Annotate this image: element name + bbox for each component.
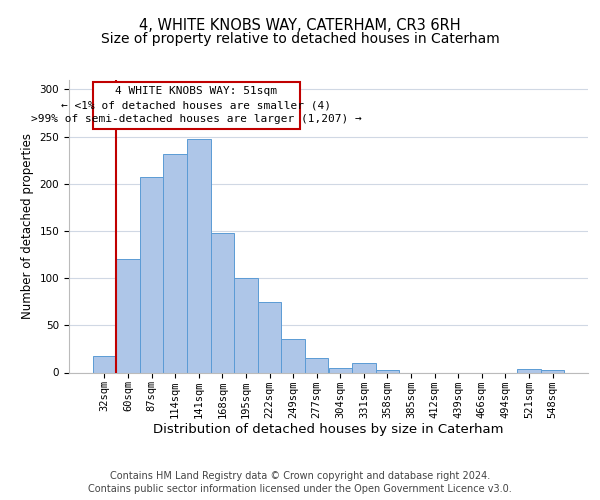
Bar bbox=[258, 302, 281, 372]
X-axis label: Distribution of detached houses by size in Caterham: Distribution of detached houses by size … bbox=[153, 423, 504, 436]
Text: Size of property relative to detached houses in Caterham: Size of property relative to detached ho… bbox=[101, 32, 499, 46]
Bar bbox=[187, 138, 211, 372]
Bar bbox=[92, 356, 116, 372]
FancyBboxPatch shape bbox=[92, 82, 300, 129]
Text: 4 WHITE KNOBS WAY: 51sqm
← <1% of detached houses are smaller (4)
>99% of semi-d: 4 WHITE KNOBS WAY: 51sqm ← <1% of detach… bbox=[31, 86, 362, 124]
Text: 4, WHITE KNOBS WAY, CATERHAM, CR3 6RH: 4, WHITE KNOBS WAY, CATERHAM, CR3 6RH bbox=[139, 18, 461, 32]
Y-axis label: Number of detached properties: Number of detached properties bbox=[21, 133, 34, 320]
Bar bbox=[376, 370, 399, 372]
Text: Contains HM Land Registry data © Crown copyright and database right 2024.: Contains HM Land Registry data © Crown c… bbox=[110, 471, 490, 481]
Bar bbox=[140, 177, 163, 372]
Text: Contains public sector information licensed under the Open Government Licence v3: Contains public sector information licen… bbox=[88, 484, 512, 494]
Bar bbox=[116, 260, 140, 372]
Bar bbox=[517, 368, 541, 372]
Bar bbox=[352, 363, 376, 372]
Bar bbox=[234, 278, 258, 372]
Bar bbox=[211, 233, 234, 372]
Bar bbox=[329, 368, 352, 372]
Bar bbox=[305, 358, 329, 372]
Bar bbox=[281, 340, 305, 372]
Bar bbox=[163, 154, 187, 372]
Bar bbox=[541, 370, 565, 372]
